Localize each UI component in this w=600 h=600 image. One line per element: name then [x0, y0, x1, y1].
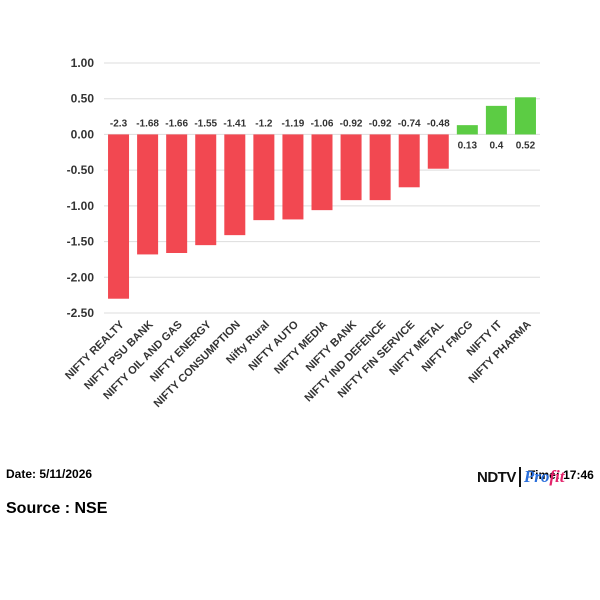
data-label: -0.48: [427, 118, 450, 129]
y-tick-label: 0.00: [71, 127, 95, 141]
bar: [456, 125, 478, 135]
bar: [166, 134, 188, 253]
y-tick-label: 0.50: [71, 92, 95, 106]
bar: [485, 105, 507, 135]
data-label: -0.92: [340, 118, 363, 129]
y-tick-label: -2.50: [67, 306, 95, 320]
bar: [282, 134, 304, 220]
data-label: 0.4: [489, 140, 503, 151]
bar: [340, 134, 362, 201]
data-label: 0.13: [458, 140, 478, 151]
data-label: -1.19: [282, 118, 305, 129]
bar: [369, 134, 391, 201]
bar: [108, 134, 130, 299]
data-label: -1.66: [165, 118, 188, 129]
y-tick-label: -1.00: [67, 199, 95, 213]
logo-ndtv-text: NDTV: [477, 468, 516, 486]
y-tick-label: -2.00: [67, 270, 95, 284]
data-label: -1.2: [255, 118, 273, 129]
bar: [137, 134, 159, 255]
data-label: -0.74: [398, 118, 421, 129]
bar: [427, 134, 449, 169]
time-label: Time: 17:46: [528, 468, 594, 482]
y-tick-label: 1.00: [71, 56, 95, 70]
bar: [311, 134, 333, 211]
data-label: -1.41: [223, 118, 246, 129]
logo-profit-text: Profit: [523, 467, 565, 486]
data-label: -0.92: [369, 118, 392, 129]
data-label: -1.06: [311, 118, 334, 129]
logo-separator: [518, 467, 521, 487]
data-label: -1.68: [136, 118, 159, 129]
date-label: Date: 5/11/2026: [6, 467, 93, 481]
bar: [514, 97, 536, 135]
y-tick-label: -1.50: [67, 235, 95, 249]
data-label: 0.52: [516, 140, 536, 151]
data-label: -1.55: [194, 118, 217, 129]
data-label: -2.3: [110, 118, 128, 129]
y-tick-label: -0.50: [67, 163, 95, 177]
bar: [195, 134, 217, 246]
ndtv-profit-logo: NDTV Profit: [477, 465, 564, 489]
source-label: Source : NSE: [6, 500, 108, 517]
bar: [253, 134, 275, 221]
bar-chart: 1.00 0.50 0.00 -0.50 -1.00 -1.50 -2.00 -2.50 -2.…: [63, 56, 540, 410]
bar: [224, 134, 246, 236]
bar: [398, 134, 420, 188]
